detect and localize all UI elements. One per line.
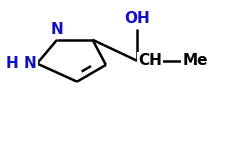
Text: CH: CH xyxy=(138,53,162,68)
Text: H N: H N xyxy=(6,56,37,71)
Text: Me: Me xyxy=(182,53,208,68)
Text: OH: OH xyxy=(124,11,150,26)
Text: N: N xyxy=(51,22,64,37)
